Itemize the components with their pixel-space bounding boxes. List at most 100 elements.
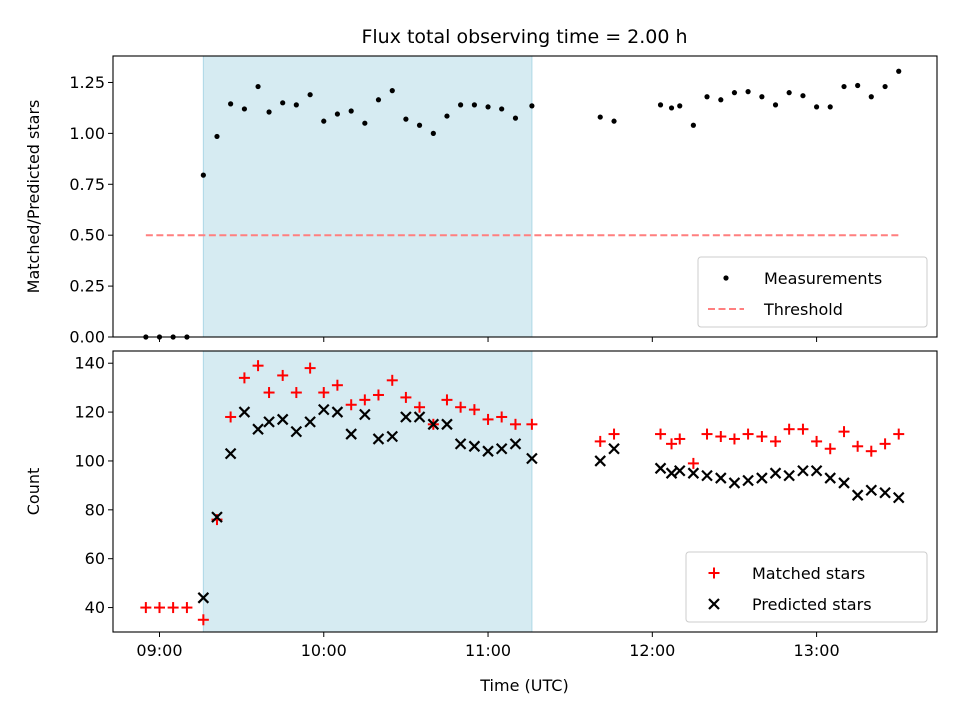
data-point [252, 423, 264, 435]
data-point [742, 428, 754, 440]
data-point [813, 104, 820, 110]
data-point [810, 464, 823, 477]
data-point [482, 413, 494, 425]
data-point [485, 104, 491, 110]
legend-entry: Predicted stars [708, 595, 872, 614]
data-point [441, 394, 453, 406]
data-point [665, 467, 678, 479]
data-point [140, 602, 152, 614]
data-point [728, 433, 740, 445]
data-point [772, 102, 779, 108]
data-point [896, 68, 902, 74]
data-point [331, 379, 343, 391]
data-point [224, 447, 237, 460]
data-point [608, 442, 620, 455]
data-point [827, 104, 833, 110]
data-point [769, 467, 782, 479]
data-point [290, 387, 302, 399]
data-point [304, 416, 316, 428]
data-point [414, 401, 426, 413]
data-point [824, 472, 836, 484]
data-point [655, 428, 667, 440]
data-point [509, 438, 522, 450]
data-point [756, 431, 768, 443]
legend-entry: Matched stars [708, 564, 865, 583]
data-point [865, 445, 877, 457]
data-point [413, 411, 426, 423]
data-point [403, 116, 409, 122]
data-point [444, 113, 450, 119]
data-point [704, 94, 710, 100]
data-point [668, 105, 675, 111]
x-tick-label: 10:00 [301, 641, 347, 660]
data-point [838, 426, 850, 438]
data-point [526, 452, 538, 465]
y-axis-label: Count [24, 468, 43, 516]
data-point [307, 92, 313, 98]
legend-label: Measurements [764, 269, 882, 288]
y-tick-label: 40 [85, 598, 105, 617]
legend-entry: Measurements [723, 269, 882, 288]
legend-swatch [708, 598, 720, 610]
data-point [372, 433, 385, 445]
data-point [786, 90, 792, 96]
data-point [495, 442, 508, 455]
data-point [400, 411, 412, 423]
data-point [742, 474, 754, 487]
data-point [868, 94, 874, 100]
legend-swatch [708, 567, 720, 579]
data-point [293, 102, 299, 108]
x-tick-label: 13:00 [794, 641, 840, 660]
data-point [345, 399, 357, 411]
data-point [677, 103, 683, 109]
y-tick-label: 0.00 [69, 328, 105, 347]
data-point [304, 362, 316, 374]
data-point [611, 118, 617, 124]
data-point [471, 102, 478, 108]
data-point [454, 438, 467, 450]
data-point [167, 602, 179, 614]
data-point [263, 387, 275, 399]
data-point [745, 89, 751, 95]
data-point [263, 416, 275, 428]
legend-frame [685, 551, 928, 623]
legend-frame [697, 256, 928, 328]
y-axis-label: Matched/Predicted stars [24, 100, 43, 294]
data-point [608, 428, 620, 440]
data-point [526, 418, 538, 430]
y-tick-label: 80 [85, 500, 105, 519]
data-point [657, 102, 664, 108]
data-point [882, 83, 888, 90]
y-tick-label: 0.75 [69, 175, 105, 194]
data-point [238, 372, 250, 384]
data-point [321, 118, 327, 124]
data-point [441, 418, 453, 431]
data-point [255, 83, 261, 90]
data-point [594, 435, 606, 447]
data-point [318, 387, 330, 399]
legend-swatch [723, 275, 729, 281]
data-point [334, 111, 340, 117]
data-point [181, 602, 193, 614]
data-point [277, 369, 289, 381]
data-point [359, 394, 371, 406]
data-point [509, 418, 521, 430]
data-point [238, 406, 251, 418]
data-point [211, 511, 223, 523]
data-point [317, 403, 330, 416]
series-matched-stars [140, 360, 905, 626]
y-tick-label: 120 [74, 403, 105, 422]
data-point [731, 90, 738, 96]
y-tick-label: 140 [74, 354, 105, 373]
data-point [666, 438, 678, 450]
count-panel: 40 60 80 100 120 140 09:00 10:00 11:00 12:00 13:00… [24, 350, 938, 660]
data-point [359, 408, 371, 421]
y-tick-label: 0.25 [69, 277, 105, 296]
data-point [241, 106, 248, 112]
data-point [597, 114, 603, 120]
data-point [674, 433, 686, 445]
data-point [701, 428, 713, 440]
data-point [715, 472, 727, 484]
data-point [345, 428, 357, 440]
